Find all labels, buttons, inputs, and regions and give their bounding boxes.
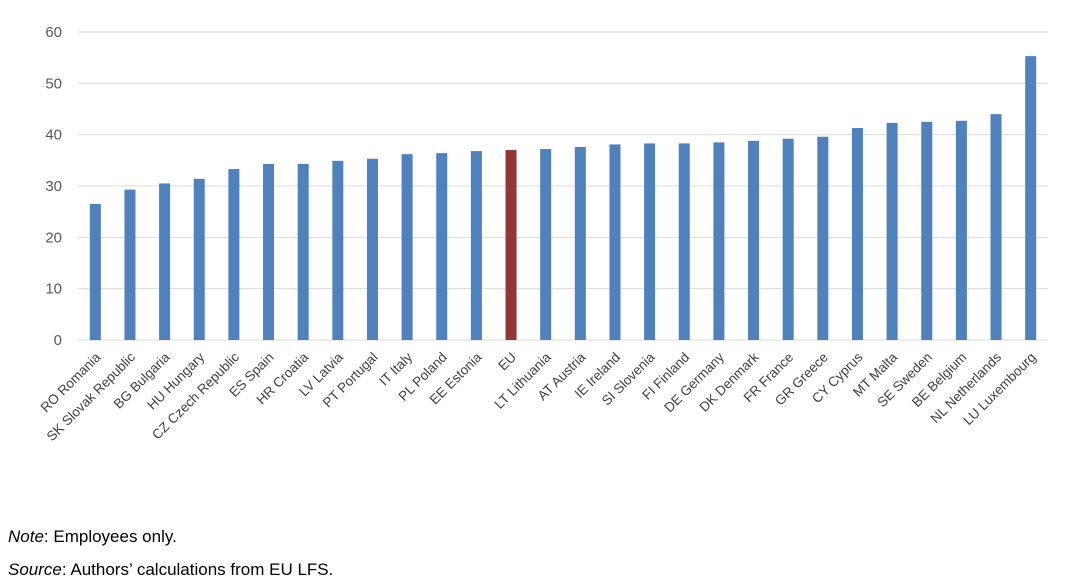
bar [678, 143, 690, 340]
bar-highlight [505, 150, 517, 340]
bar [817, 136, 829, 340]
bar [401, 154, 413, 340]
bar [990, 114, 1002, 340]
bar [955, 120, 967, 340]
bar [644, 143, 656, 340]
bar [124, 189, 136, 340]
y-tick-label: 40 [45, 127, 62, 144]
source-text: : Authors’ calculations from EU LFS. [61, 560, 334, 579]
bar [574, 146, 586, 340]
bar [713, 142, 725, 340]
bar [609, 144, 621, 340]
bar [1025, 56, 1037, 340]
bar [332, 160, 344, 340]
bar [540, 149, 552, 340]
bar [851, 127, 863, 340]
y-tick-label: 10 [45, 281, 62, 298]
bar [159, 183, 171, 340]
y-tick-label: 50 [45, 75, 62, 92]
bar [470, 151, 482, 340]
note-text: : Employees only. [43, 527, 177, 546]
bar [228, 169, 240, 340]
note-line: Note: Employees only. [8, 520, 333, 553]
bar [366, 158, 378, 340]
y-axis-ticks: 0 10 20 30 40 50 60 [45, 24, 62, 349]
x-tick-label: EU [495, 350, 519, 374]
bar [193, 178, 205, 340]
source-label: Source [8, 560, 62, 579]
bar [748, 140, 760, 340]
notes: Note: Employees only. Source: Authors’ c… [8, 520, 333, 586]
bar [297, 163, 309, 340]
bar [263, 163, 275, 340]
bars [89, 56, 1037, 340]
y-tick-label: 30 [45, 178, 62, 195]
gridlines [78, 31, 1048, 341]
bar [782, 138, 794, 340]
source-line: Source: Authors’ calculations from EU LF… [8, 553, 333, 586]
y-tick-label: 0 [54, 332, 62, 349]
y-tick-label: 60 [45, 24, 62, 41]
y-tick-label: 20 [45, 229, 62, 246]
bar [886, 122, 898, 340]
bar [436, 153, 448, 340]
bar [89, 203, 101, 340]
bar [921, 121, 933, 340]
note-label: Note [8, 527, 44, 546]
